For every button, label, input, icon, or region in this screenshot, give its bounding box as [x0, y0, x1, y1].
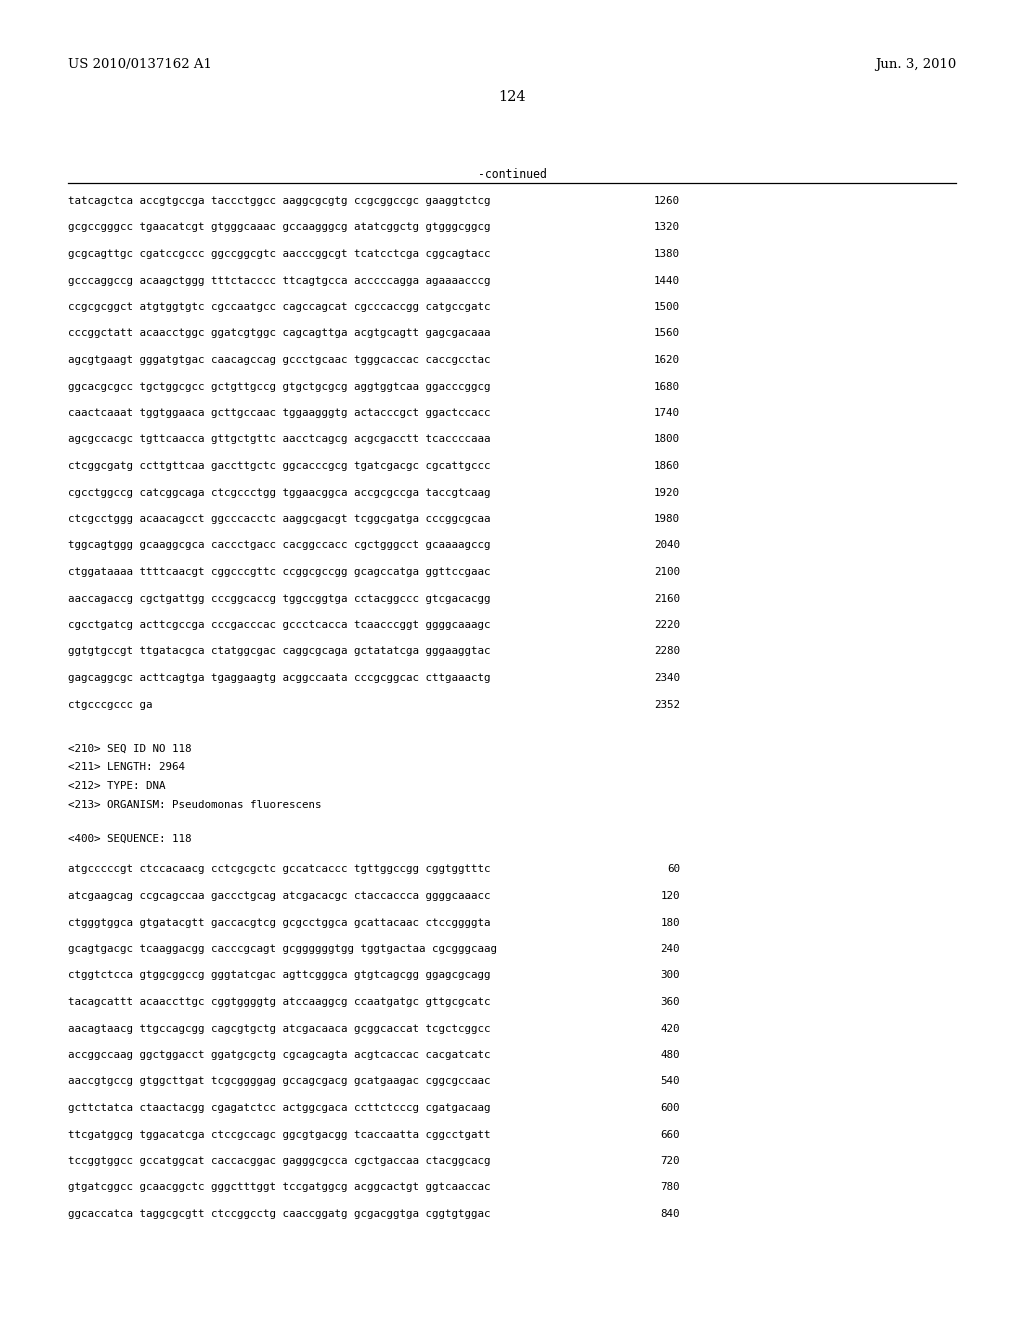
Text: gcttctatca ctaactacgg cgagatctcc actggcgaca ccttctcccg cgatgacaag: gcttctatca ctaactacgg cgagatctcc actggcg…: [68, 1104, 490, 1113]
Text: 1560: 1560: [654, 329, 680, 338]
Text: tggcagtggg gcaaggcgca caccctgacc cacggccacc cgctgggcct gcaaaagccg: tggcagtggg gcaaggcgca caccctgacc cacggcc…: [68, 540, 490, 550]
Text: agcgtgaagt gggatgtgac caacagccag gccctgcaac tgggcaccac caccgcctac: agcgtgaagt gggatgtgac caacagccag gccctgc…: [68, 355, 490, 366]
Text: 180: 180: [660, 917, 680, 928]
Text: caactcaaat tggtggaaca gcttgccaac tggaagggtg actacccgct ggactccacc: caactcaaat tggtggaaca gcttgccaac tggaagg…: [68, 408, 490, 418]
Text: ggtgtgccgt ttgatacgca ctatggcgac caggcgcaga gctatatcga gggaaggtac: ggtgtgccgt ttgatacgca ctatggcgac caggcgc…: [68, 647, 490, 656]
Text: 2100: 2100: [654, 568, 680, 577]
Text: gcagtgacgc tcaaggacgg cacccgcagt gcggggggtgg tggtgactaa cgcgggcaag: gcagtgacgc tcaaggacgg cacccgcagt gcggggg…: [68, 944, 497, 954]
Text: 1680: 1680: [654, 381, 680, 392]
Text: gtgatcggcc gcaacggctc gggctttggt tccgatggcg acggcactgt ggtcaaccac: gtgatcggcc gcaacggctc gggctttggt tccgatg…: [68, 1183, 490, 1192]
Text: 2220: 2220: [654, 620, 680, 630]
Text: atgcccccgt ctccacaacg cctcgcgctc gccatcaccc tgttggccgg cggtggtttc: atgcccccgt ctccacaacg cctcgcgctc gccatca…: [68, 865, 490, 874]
Text: ggcacgcgcc tgctggcgcc gctgttgccg gtgctgcgcg aggtggtcaa ggacccggcg: ggcacgcgcc tgctggcgcc gctgttgccg gtgctgc…: [68, 381, 490, 392]
Text: 1320: 1320: [654, 223, 680, 232]
Text: 1740: 1740: [654, 408, 680, 418]
Text: 1800: 1800: [654, 434, 680, 445]
Text: 660: 660: [660, 1130, 680, 1139]
Text: <400> SEQUENCE: 118: <400> SEQUENCE: 118: [68, 834, 191, 843]
Text: gcgcagttgc cgatccgccc ggccggcgtc aacccggcgt tcatcctcga cggcagtacc: gcgcagttgc cgatccgccc ggccggcgtc aacccgg…: [68, 249, 490, 259]
Text: cccggctatt acaacctggc ggatcgtggc cagcagttga acgtgcagtt gagcgacaaa: cccggctatt acaacctggc ggatcgtggc cagcagt…: [68, 329, 490, 338]
Text: -continued: -continued: [477, 168, 547, 181]
Text: gcccaggccg acaagctggg tttctacccc ttcagtgcca acccccagga agaaaacccg: gcccaggccg acaagctggg tttctacccc ttcagtg…: [68, 276, 490, 285]
Text: 420: 420: [660, 1023, 680, 1034]
Text: aaccagaccg cgctgattgg cccggcaccg tggccggtga cctacggccc gtcgacacgg: aaccagaccg cgctgattgg cccggcaccg tggccgg…: [68, 594, 490, 603]
Text: ctcggcgatg ccttgttcaa gaccttgctc ggcacccgcg tgatcgacgc cgcattgccc: ctcggcgatg ccttgttcaa gaccttgctc ggcaccc…: [68, 461, 490, 471]
Text: 2040: 2040: [654, 540, 680, 550]
Text: Jun. 3, 2010: Jun. 3, 2010: [874, 58, 956, 71]
Text: 720: 720: [660, 1156, 680, 1166]
Text: 300: 300: [660, 970, 680, 981]
Text: 2280: 2280: [654, 647, 680, 656]
Text: 1980: 1980: [654, 513, 680, 524]
Text: 120: 120: [660, 891, 680, 902]
Text: ctggataaaa ttttcaacgt cggcccgttc ccggcgccgg gcagccatga ggttccgaac: ctggataaaa ttttcaacgt cggcccgttc ccggcgc…: [68, 568, 490, 577]
Text: 60: 60: [667, 865, 680, 874]
Text: <213> ORGANISM: Pseudomonas fluorescens: <213> ORGANISM: Pseudomonas fluorescens: [68, 800, 322, 809]
Text: 840: 840: [660, 1209, 680, 1218]
Text: gcgccgggcc tgaacatcgt gtgggcaaac gccaagggcg atatcggctg gtgggcggcg: gcgccgggcc tgaacatcgt gtgggcaaac gccaagg…: [68, 223, 490, 232]
Text: 1920: 1920: [654, 487, 680, 498]
Text: <211> LENGTH: 2964: <211> LENGTH: 2964: [68, 763, 185, 772]
Text: tccggtggcc gccatggcat caccacggac gagggcgcca cgctgaccaa ctacggcacg: tccggtggcc gccatggcat caccacggac gagggcg…: [68, 1156, 490, 1166]
Text: 480: 480: [660, 1049, 680, 1060]
Text: US 2010/0137162 A1: US 2010/0137162 A1: [68, 58, 212, 71]
Text: 780: 780: [660, 1183, 680, 1192]
Text: 1440: 1440: [654, 276, 680, 285]
Text: <212> TYPE: DNA: <212> TYPE: DNA: [68, 781, 166, 791]
Text: 1860: 1860: [654, 461, 680, 471]
Text: 600: 600: [660, 1104, 680, 1113]
Text: ggcaccatca taggcgcgtt ctccggcctg caaccggatg gcgacggtga cggtgtggac: ggcaccatca taggcgcgtt ctccggcctg caaccgg…: [68, 1209, 490, 1218]
Text: ctgcccgccc ga: ctgcccgccc ga: [68, 700, 153, 710]
Text: tatcagctca accgtgccga taccctggcc aaggcgcgtg ccgcggccgc gaaggtctcg: tatcagctca accgtgccga taccctggcc aaggcgc…: [68, 195, 490, 206]
Text: 124: 124: [499, 90, 525, 104]
Text: ctgggtggca gtgatacgtt gaccacgtcg gcgcctggca gcattacaac ctccggggta: ctgggtggca gtgatacgtt gaccacgtcg gcgcctg…: [68, 917, 490, 928]
Text: 2352: 2352: [654, 700, 680, 710]
Text: tacagcattt acaaccttgc cggtggggtg atccaaggcg ccaatgatgc gttgcgcatc: tacagcattt acaaccttgc cggtggggtg atccaag…: [68, 997, 490, 1007]
Text: 240: 240: [660, 944, 680, 954]
Text: ccgcgcggct atgtggtgtc cgccaatgcc cagccagcat cgcccaccgg catgccgatc: ccgcgcggct atgtggtgtc cgccaatgcc cagccag…: [68, 302, 490, 312]
Text: ttcgatggcg tggacatcga ctccgccagc ggcgtgacgg tcaccaatta cggcctgatt: ttcgatggcg tggacatcga ctccgccagc ggcgtga…: [68, 1130, 490, 1139]
Text: aacagtaacg ttgccagcgg cagcgtgctg atcgacaaca gcggcaccat tcgctcggcc: aacagtaacg ttgccagcgg cagcgtgctg atcgaca…: [68, 1023, 490, 1034]
Text: ctcgcctggg acaacagcct ggcccacctc aaggcgacgt tcggcgatga cccggcgcaa: ctcgcctggg acaacagcct ggcccacctc aaggcga…: [68, 513, 490, 524]
Text: 540: 540: [660, 1077, 680, 1086]
Text: 2340: 2340: [654, 673, 680, 682]
Text: 1500: 1500: [654, 302, 680, 312]
Text: accggccaag ggctggacct ggatgcgctg cgcagcagta acgtcaccac cacgatcatc: accggccaag ggctggacct ggatgcgctg cgcagca…: [68, 1049, 490, 1060]
Text: agcgccacgc tgttcaacca gttgctgttc aacctcagcg acgcgacctt tcaccccaaa: agcgccacgc tgttcaacca gttgctgttc aacctca…: [68, 434, 490, 445]
Text: <210> SEQ ID NO 118: <210> SEQ ID NO 118: [68, 744, 191, 754]
Text: aaccgtgccg gtggcttgat tcgcggggag gccagcgacg gcatgaagac cggcgccaac: aaccgtgccg gtggcttgat tcgcggggag gccagcg…: [68, 1077, 490, 1086]
Text: atcgaagcag ccgcagccaa gaccctgcag atcgacacgc ctaccaccca ggggcaaacc: atcgaagcag ccgcagccaa gaccctgcag atcgaca…: [68, 891, 490, 902]
Text: 1620: 1620: [654, 355, 680, 366]
Text: ctggtctcca gtggcggccg gggtatcgac agttcgggca gtgtcagcgg ggagcgcagg: ctggtctcca gtggcggccg gggtatcgac agttcgg…: [68, 970, 490, 981]
Text: 360: 360: [660, 997, 680, 1007]
Text: 1380: 1380: [654, 249, 680, 259]
Text: cgcctggccg catcggcaga ctcgccctgg tggaacggca accgcgccga taccgtcaag: cgcctggccg catcggcaga ctcgccctgg tggaacg…: [68, 487, 490, 498]
Text: cgcctgatcg acttcgccga cccgacccac gccctcacca tcaacccggt ggggcaaagc: cgcctgatcg acttcgccga cccgacccac gccctca…: [68, 620, 490, 630]
Text: 1260: 1260: [654, 195, 680, 206]
Text: gagcaggcgc acttcagtga tgaggaagtg acggccaata cccgcggcac cttgaaactg: gagcaggcgc acttcagtga tgaggaagtg acggcca…: [68, 673, 490, 682]
Text: 2160: 2160: [654, 594, 680, 603]
